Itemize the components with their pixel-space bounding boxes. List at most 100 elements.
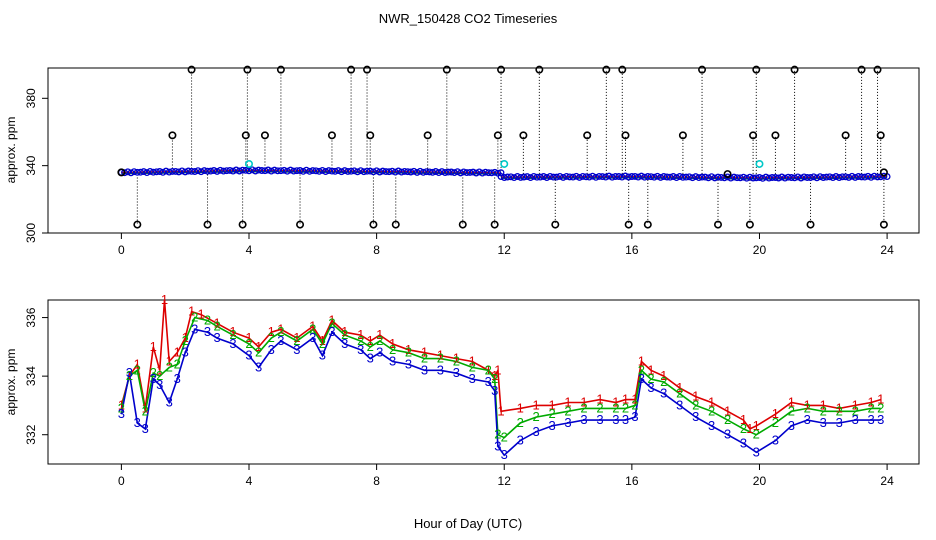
outlier-point [841,131,850,140]
main-series-point [130,168,138,176]
main-series-point [338,168,345,176]
outlier-point [749,131,758,140]
main-series-point [239,166,247,174]
main-series-point [797,174,805,182]
main-series-point [137,168,144,176]
main-series-point [823,173,830,181]
main-series-point [207,167,215,175]
main-series-point [660,173,668,180]
outlier-point [873,65,882,74]
series-1-marker: 1 [580,395,587,410]
main-series-point [255,166,263,174]
series-3-marker: 3 [580,412,587,427]
series-1-marker: 1 [277,321,284,336]
series-3-marker: 3 [740,436,747,451]
main-series-point [197,168,205,176]
series-1-marker: 1 [309,318,316,333]
main-series-point [271,166,278,174]
outlier-point [187,65,196,74]
main-series-point [133,168,141,176]
bottom-x-tick-label: 0 [118,474,125,488]
outlier-point [493,131,502,140]
main-series-point [794,173,802,181]
series-1-marker: 1 [166,354,173,369]
main-series-point [140,168,148,176]
series-1-marker: 1 [494,362,501,377]
top-x-tick-label: 8 [373,243,380,257]
outlier-point [790,65,799,74]
series-1-marker: 1 [469,354,476,369]
main-series-point [682,173,690,181]
top-panel-outliers [117,65,888,229]
main-series-point [608,173,616,181]
series-1-marker: 1 [660,368,667,383]
main-series-point [819,174,827,181]
series-2-marker: 2 [268,330,275,345]
main-series-point [733,174,741,182]
main-series-point [784,173,792,181]
series-3-marker: 3 [877,412,884,427]
main-series-point [605,172,613,180]
main-series-point [870,172,878,180]
series-1-marker: 1 [485,362,492,377]
main-series-point [261,167,269,175]
series-1-marker: 1 [852,397,859,412]
main-series-point [438,168,446,176]
outlier-point [366,131,375,140]
series-3-marker: 3 [213,330,220,345]
outlier-point [241,131,250,140]
main-series-point [759,174,767,182]
series-3-marker: 3 [612,412,619,427]
main-series-point [701,173,709,181]
outlier-point [117,168,126,177]
outlier-point [276,65,285,74]
series-2-marker: 2 [389,342,396,357]
series-3-marker: 3 [638,371,645,386]
series-2-marker: 2 [867,400,874,415]
main-series-point [787,174,795,181]
series-3-marker: 3 [724,427,731,442]
main-series-point [730,173,738,181]
top-y-tick-label: 380 [24,88,38,108]
top-panel-cyan-points [245,159,764,168]
series-2-marker: 2 [293,333,300,348]
main-series-point [369,168,377,176]
series-3-marker: 3 [142,421,149,436]
series-3-marker: 3 [118,406,125,421]
main-series-point [566,173,574,181]
main-series-point [553,173,561,181]
main-series-point [791,174,799,182]
main-series-point [283,167,291,175]
series-1-line [120,299,881,430]
outlier-point [458,220,467,229]
outlier-point [551,220,560,229]
main-series-point [523,173,531,181]
series-3-marker: 3 [469,371,476,386]
series-2-marker: 2 [191,310,198,325]
top-x-tick-label: 16 [625,243,639,257]
series-2-marker: 2 [724,412,731,427]
main-series-point [698,173,706,181]
series-1-marker: 1 [596,392,603,407]
main-series-point [714,173,722,181]
outlier-point [698,65,707,74]
series-1-marker: 1 [788,395,795,410]
series-3-marker: 3 [804,412,811,427]
outlier-point [752,65,761,74]
series-1-marker: 1 [245,330,252,345]
series-3-marker: 3 [692,409,699,424]
main-series-point [334,167,342,175]
main-series-point [497,173,505,180]
main-series-point [533,173,541,181]
main-series-point [598,173,606,181]
series-3-marker: 3 [245,348,252,363]
main-series-point [631,172,639,180]
main-series-point [838,173,846,181]
main-series-point [559,173,567,181]
main-series-point [589,172,597,180]
main-series-point [156,168,164,175]
main-series-point [842,173,850,181]
outlier-point [621,131,630,140]
main-series-point [771,174,779,181]
